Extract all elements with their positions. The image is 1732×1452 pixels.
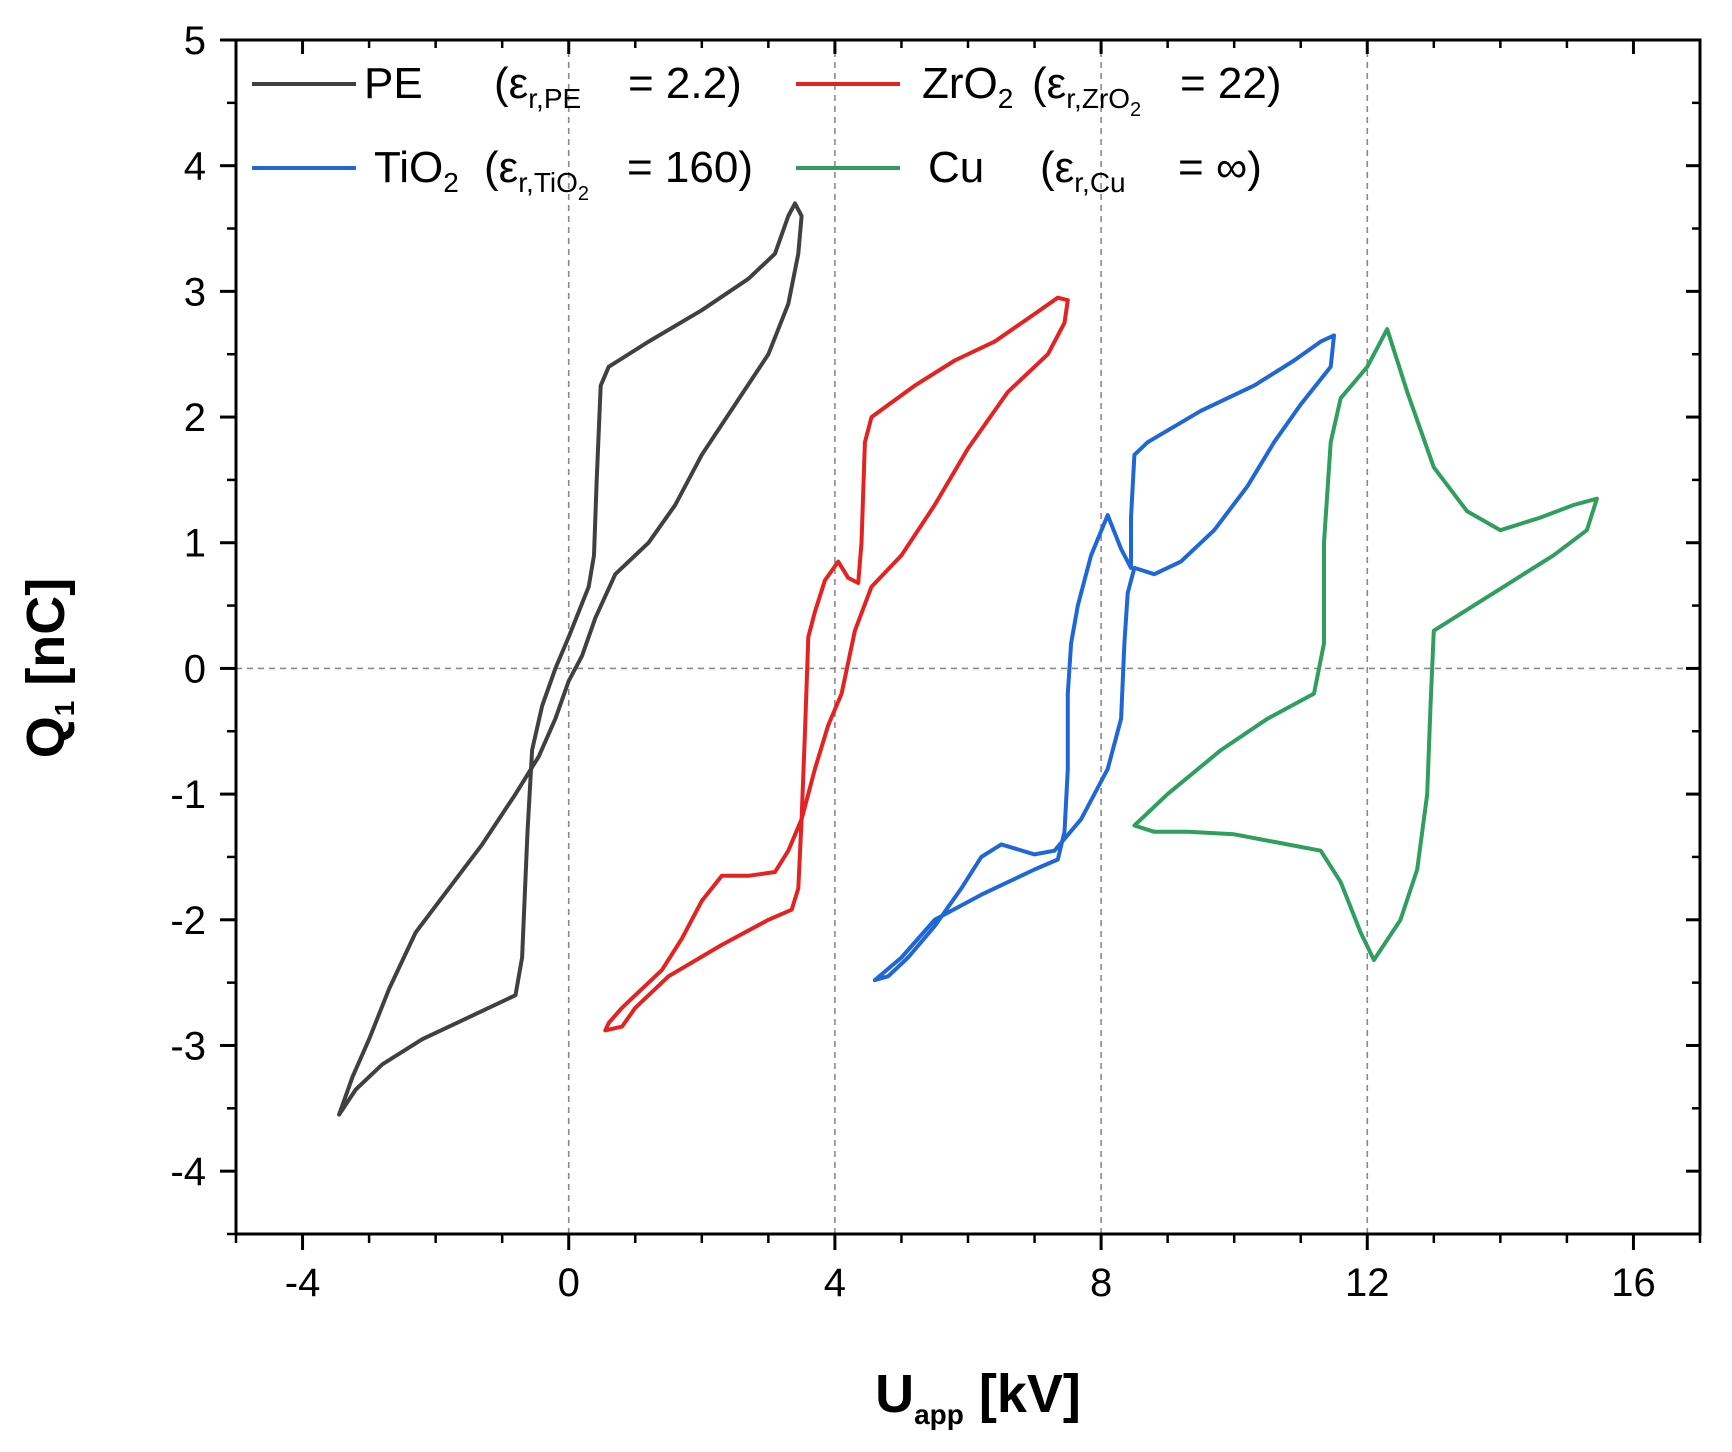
y-tick-label: 3 [184,270,206,314]
legend: PE (εr,PE = 2.2) ZrO2 (εr,ZrO2 = 22) TiO2 (εr,T… [252,59,1282,205]
x-tick-label: 4 [824,1261,846,1305]
series-line-PE [337,201,804,1117]
legend-value-Cu: = ∞) [1178,143,1262,192]
x-axis-title-main: U [875,1364,914,1424]
x-axis-title-unit: [kV] [979,1364,1081,1424]
legend-value-TiO2: = 160) [627,143,753,192]
series-line-ZrO2 [603,295,1070,1033]
y-tick-label: 2 [184,396,206,440]
y-tick-label: -1 [170,773,206,817]
legend-value-ZrO2: = 22) [1180,59,1282,108]
x-tick-label: -4 [285,1261,321,1305]
x-tick-label: 0 [558,1261,580,1305]
y-tick-label: -2 [170,899,206,943]
legend-permittivity-TiO2: (εr,TiO2 [484,143,589,205]
plot-frame [234,38,1702,1236]
y-axis-title-main: Q [16,716,76,758]
series-layer [337,201,1599,1117]
x-axis-title: Uapp [kV] [875,1364,1081,1430]
y-axis-title: Q1 [nC] [16,578,80,759]
y-axis-title-sub: 1 [49,701,80,717]
reference-lines [236,40,1700,1234]
legend-material-ZrO2: ZrO2 [922,59,1013,114]
legend-material-PE: PE [364,59,423,108]
legend-material-TiO2: TiO2 [374,143,459,198]
y-tick-label: 1 [184,522,206,566]
legend-permittivity-ZrO2: (εr,ZrO2 [1032,59,1141,121]
series-line-Cu [1132,327,1599,962]
y-tick-label: 5 [184,19,206,63]
y-tick-label: 4 [184,145,206,189]
y-tick-label: 0 [184,647,206,691]
series-line-TiO2 [872,333,1336,983]
legend-permittivity-Cu: (εr,Cu [1040,143,1126,198]
y-axis-title-unit: [nC] [16,578,76,686]
x-tick-label: 8 [1090,1261,1112,1305]
x-axis-title-sub: app [914,1399,964,1430]
x-tick-label: 12 [1345,1261,1390,1305]
y-tick-label: -4 [170,1150,206,1194]
x-tick-label: 16 [1611,1261,1656,1305]
y-tick-label: -3 [170,1024,206,1068]
legend-value-PE: = 2.2) [628,59,742,108]
legend-permittivity-PE: (εr,PE [494,59,581,114]
legend-material-Cu: Cu [928,143,984,192]
